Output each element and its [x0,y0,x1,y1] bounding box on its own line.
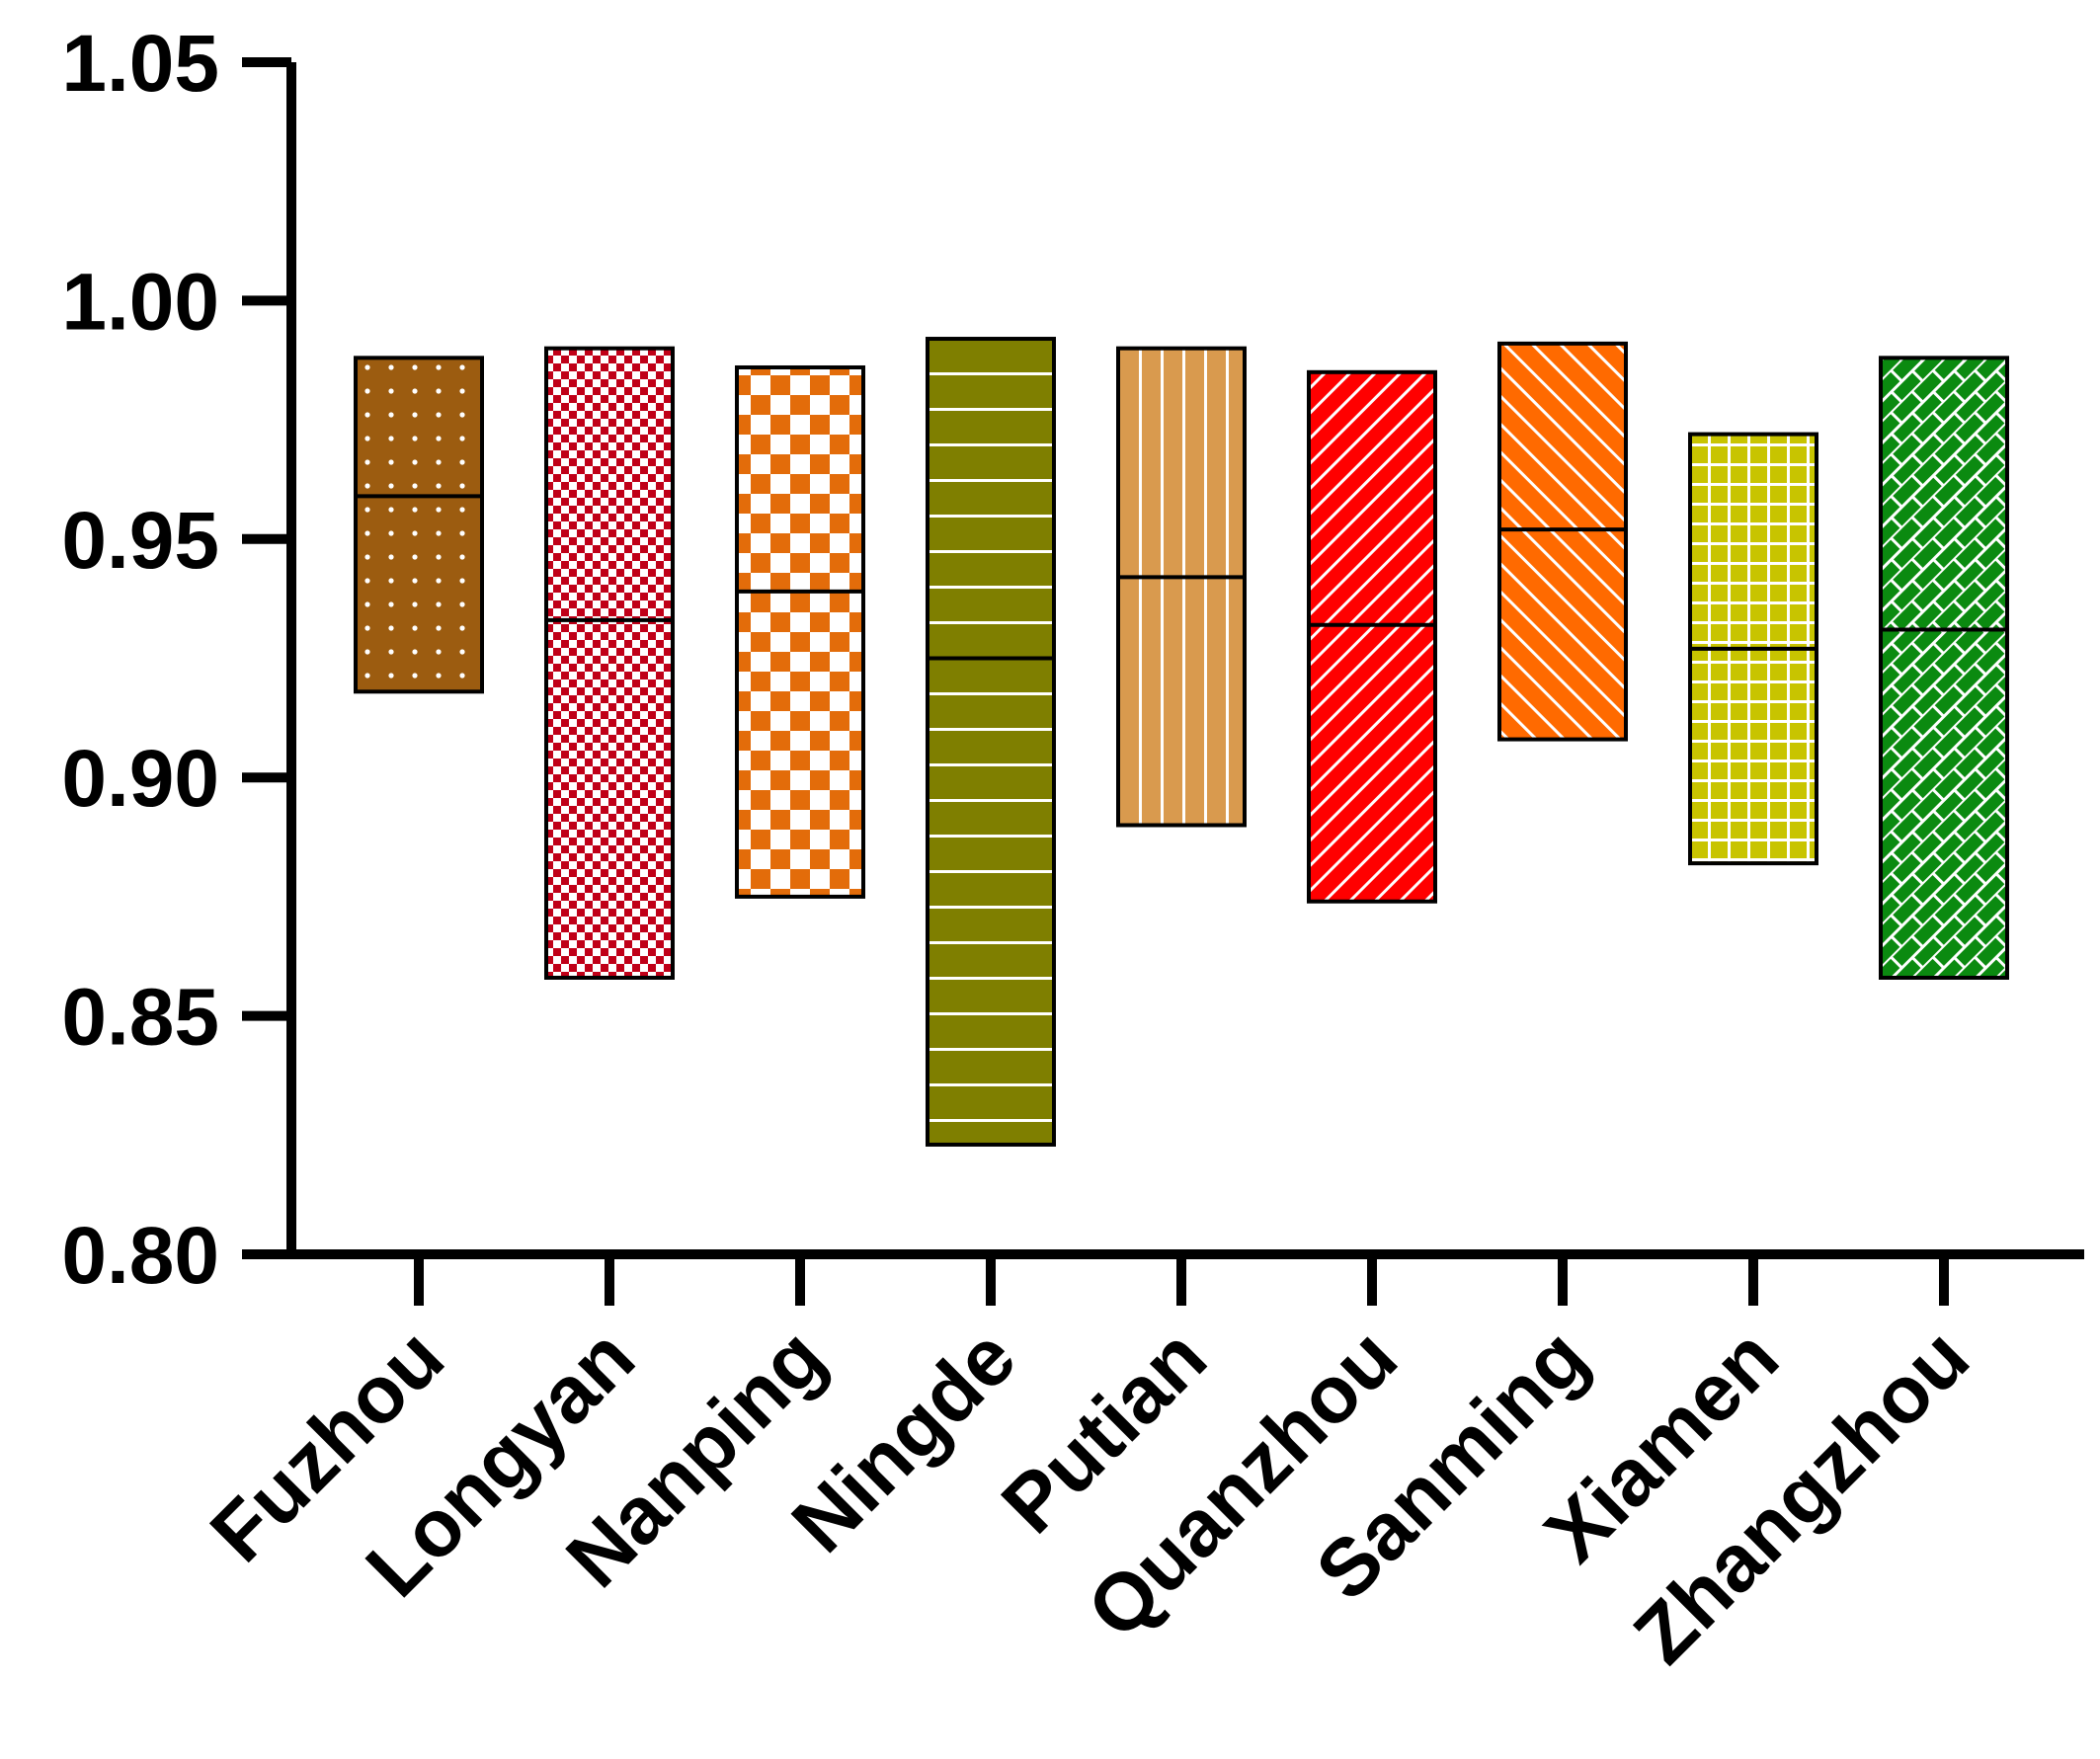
y-tick-label-3: 0.95 [61,496,219,586]
bar-fuzhou [354,356,484,694]
bar-group-fuzhou [354,356,484,694]
y-tick-label-4: 1.00 [61,257,219,347]
bars-layer [354,337,2009,1147]
bar-group-nanping [735,364,865,899]
bar-group-longyan [544,346,675,980]
y-ticks: 0.80 0.85 0.90 0.95 1.00 1.05 [61,19,291,1301]
bar-putian [1116,346,1247,828]
y-tick-label-5: 1.05 [61,19,219,109]
bar-quanzhou [1307,369,1437,904]
bar-zhangzhou [1879,356,2009,980]
bar-longyan [544,346,675,980]
bar-group-sanming [1497,341,1628,742]
bar-group-putian [1116,346,1247,828]
y-tick-label-1: 0.85 [61,973,219,1063]
x-ticks: FuzhouLongyanNanpingNingdePutianQuanzhou… [194,1254,1986,1681]
y-tick-label-2: 0.90 [61,734,219,824]
bar-ningde [926,337,1056,1147]
bar-group-zhangzhou [1879,356,2009,980]
bar-group-xiamen [1688,432,1818,866]
y-tick-label-0: 0.80 [61,1211,219,1301]
bar-group-ningde [926,337,1056,1147]
bar-nanping [735,364,865,899]
bar-sanming [1497,341,1628,742]
bar-group-quanzhou [1307,369,1437,904]
